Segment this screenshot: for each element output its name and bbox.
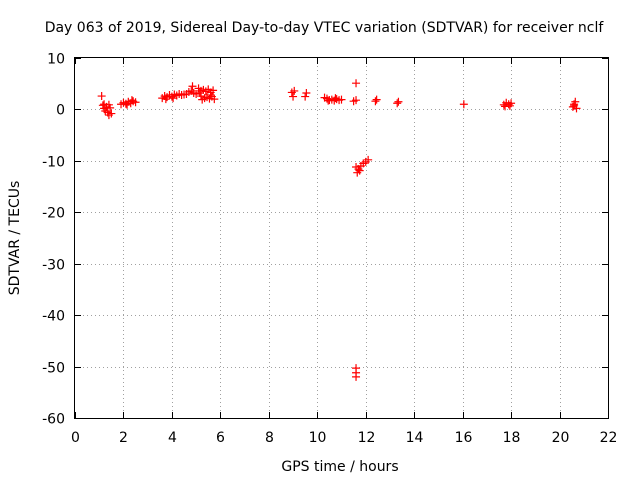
x-tick-label: 14 [406, 430, 424, 446]
data-point [196, 86, 205, 95]
data-point [324, 96, 333, 105]
data-point [394, 97, 403, 106]
data-point [393, 99, 402, 108]
data-point [364, 155, 373, 164]
x-tick-label: 16 [455, 430, 473, 446]
x-tick-label: 18 [503, 430, 521, 446]
y-tick-label: 0 [56, 103, 65, 119]
chart-title: Day 063 of 2019, Sidereal Day-to-day VTE… [45, 20, 605, 36]
data-point [169, 94, 178, 103]
y-axis-ticks: 10 0 -10 -20 -30 -40 -50 -60 [42, 52, 608, 428]
y-tick-label: -30 [42, 258, 65, 274]
data-point [107, 109, 116, 118]
y-tick-label: -10 [42, 155, 65, 171]
data-point [206, 91, 215, 100]
data-point [192, 90, 201, 98]
y-tick-label: 10 [47, 52, 65, 68]
data-point [355, 166, 364, 175]
data-point [290, 86, 299, 95]
data-point [371, 97, 380, 106]
x-tick-label: 10 [309, 430, 327, 446]
data-point [161, 95, 170, 104]
y-axis-title: SDTVAR / TECUs [7, 181, 23, 296]
data-points [97, 79, 581, 381]
plot-frame [74, 57, 609, 419]
data-point [302, 88, 311, 97]
data-point [209, 86, 218, 95]
data-point [570, 101, 579, 110]
x-axis-ticks: 0 2 4 6 8 10 12 14 16 18 20 22 [71, 58, 617, 446]
x-axis-title: GPS time / hours [281, 459, 398, 475]
x-tick-label: 12 [358, 430, 376, 446]
y-tick-label: -50 [42, 361, 65, 377]
x-tick-label: 8 [265, 430, 274, 446]
data-point [372, 95, 381, 104]
data-point [289, 92, 298, 101]
x-tick-label: 20 [552, 430, 570, 446]
data-point [301, 92, 310, 101]
x-tick-label: 4 [168, 430, 177, 446]
y-tick-label: -20 [42, 206, 65, 222]
data-point [505, 101, 514, 110]
grid-lines [75, 58, 608, 418]
x-tick-label: 22 [600, 430, 618, 446]
x-tick-label: 6 [216, 430, 225, 446]
x-tick-label: 2 [119, 430, 128, 446]
x-tick-label: 0 [71, 430, 80, 446]
data-point [97, 92, 106, 101]
data-point [210, 95, 219, 104]
data-point [104, 100, 113, 109]
data-point [459, 100, 468, 109]
data-point [127, 96, 136, 105]
data-point [337, 95, 346, 104]
data-point [352, 79, 361, 88]
data-point [123, 100, 132, 109]
data-point [571, 97, 580, 106]
y-tick-label: -40 [42, 309, 65, 325]
data-point [352, 372, 361, 381]
data-point [188, 82, 197, 91]
data-point [131, 98, 140, 107]
data-point [352, 96, 361, 105]
data-point [331, 94, 340, 103]
y-tick-label: -60 [42, 412, 65, 428]
